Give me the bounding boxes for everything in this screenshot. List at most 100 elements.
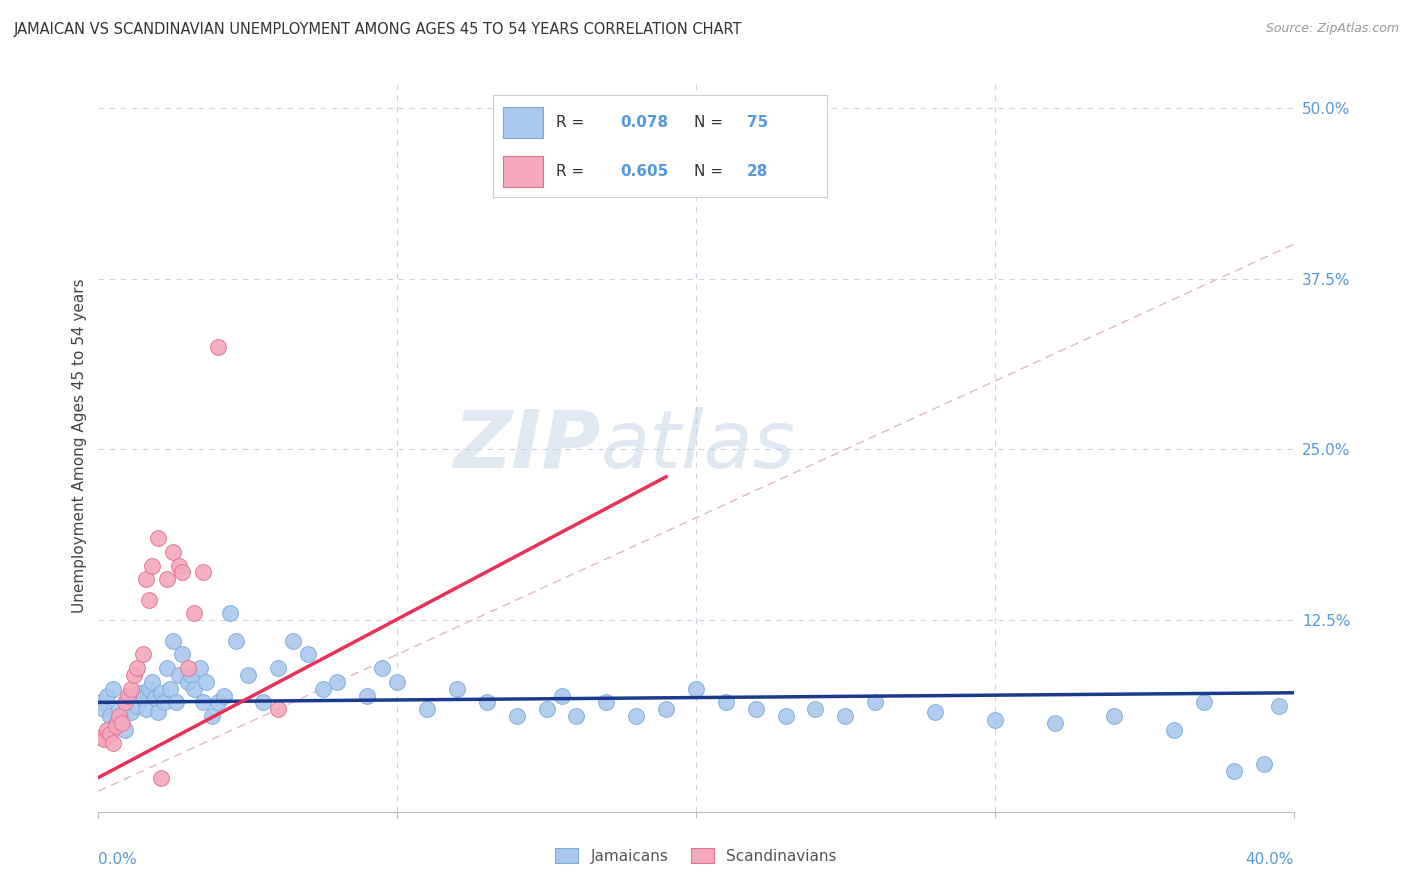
Point — [117, 689, 139, 703]
Point — [124, 668, 146, 682]
Point — [167, 668, 190, 682]
Point — [416, 702, 439, 716]
Point — [148, 531, 170, 545]
Point — [297, 648, 319, 662]
Point — [311, 681, 333, 696]
Point — [96, 689, 118, 703]
Point — [804, 702, 827, 716]
Point — [1104, 709, 1126, 723]
Point — [565, 709, 588, 723]
Point — [475, 695, 498, 709]
Point — [138, 592, 160, 607]
Point — [105, 718, 128, 732]
Text: Source: ZipAtlas.com: Source: ZipAtlas.com — [1265, 22, 1399, 36]
Point — [167, 558, 190, 573]
Point — [536, 702, 558, 716]
Point — [655, 702, 678, 716]
Point — [150, 771, 173, 785]
Point — [165, 695, 187, 709]
Point — [114, 695, 136, 709]
Point — [281, 633, 304, 648]
Point — [132, 691, 155, 706]
Point — [267, 702, 290, 716]
Point — [120, 705, 142, 719]
Point — [745, 702, 768, 716]
Point — [172, 648, 194, 662]
Point — [117, 695, 139, 709]
Point — [924, 705, 946, 719]
Point — [153, 695, 176, 709]
Point — [159, 681, 181, 696]
Point — [984, 713, 1007, 727]
Point — [385, 674, 409, 689]
Point — [138, 681, 160, 696]
Point — [212, 689, 235, 703]
Text: 0.0%: 0.0% — [98, 852, 138, 867]
Point — [172, 566, 194, 580]
Point — [103, 681, 125, 696]
Point — [195, 674, 218, 689]
Point — [156, 572, 179, 586]
Text: JAMAICAN VS SCANDINAVIAN UNEMPLOYMENT AMONG AGES 45 TO 54 YEARS CORRELATION CHAR: JAMAICAN VS SCANDINAVIAN UNEMPLOYMENT AM… — [14, 22, 742, 37]
Point — [135, 572, 157, 586]
Point — [219, 607, 242, 621]
Point — [124, 689, 146, 703]
Point — [207, 340, 229, 354]
Point — [141, 558, 163, 573]
Point — [183, 681, 205, 696]
Point — [96, 723, 118, 737]
Point — [108, 702, 131, 716]
Point — [90, 695, 112, 709]
Point — [595, 695, 617, 709]
Point — [135, 702, 157, 716]
Point — [93, 732, 115, 747]
Point — [714, 695, 737, 709]
Point — [326, 674, 349, 689]
Point — [865, 695, 887, 709]
Point — [1267, 699, 1289, 714]
Text: atlas: atlas — [600, 407, 796, 485]
Point — [98, 709, 122, 723]
Point — [105, 715, 128, 730]
Point — [98, 727, 122, 741]
Point — [356, 689, 378, 703]
Point — [191, 695, 214, 709]
Point — [90, 730, 112, 744]
Point — [1223, 764, 1246, 778]
Point — [148, 705, 170, 719]
Point — [236, 668, 259, 682]
Point — [150, 686, 173, 700]
Point — [183, 607, 205, 621]
Point — [201, 709, 224, 723]
Point — [188, 661, 211, 675]
Point — [93, 702, 115, 716]
Point — [267, 661, 290, 675]
Point — [132, 648, 155, 662]
Point — [127, 661, 149, 675]
Point — [685, 681, 707, 696]
Point — [1043, 715, 1066, 730]
Point — [162, 545, 184, 559]
Point — [177, 661, 200, 675]
Point — [225, 633, 247, 648]
Point — [129, 686, 152, 700]
Point — [1253, 756, 1275, 771]
Point — [1192, 695, 1215, 709]
Point — [371, 661, 394, 675]
Point — [108, 709, 131, 723]
Point — [143, 691, 166, 706]
Point — [162, 633, 184, 648]
Legend: Jamaicans, Scandinavians: Jamaicans, Scandinavians — [550, 842, 842, 870]
Y-axis label: Unemployment Among Ages 45 to 54 years: Unemployment Among Ages 45 to 54 years — [72, 278, 87, 614]
Point — [626, 709, 648, 723]
Point — [111, 709, 134, 723]
Point — [775, 709, 797, 723]
Point — [127, 699, 149, 714]
Point — [156, 661, 179, 675]
Point — [834, 709, 856, 723]
Point — [120, 681, 142, 696]
Text: 40.0%: 40.0% — [1246, 852, 1294, 867]
Point — [141, 674, 163, 689]
Point — [103, 736, 125, 750]
Point — [177, 674, 200, 689]
